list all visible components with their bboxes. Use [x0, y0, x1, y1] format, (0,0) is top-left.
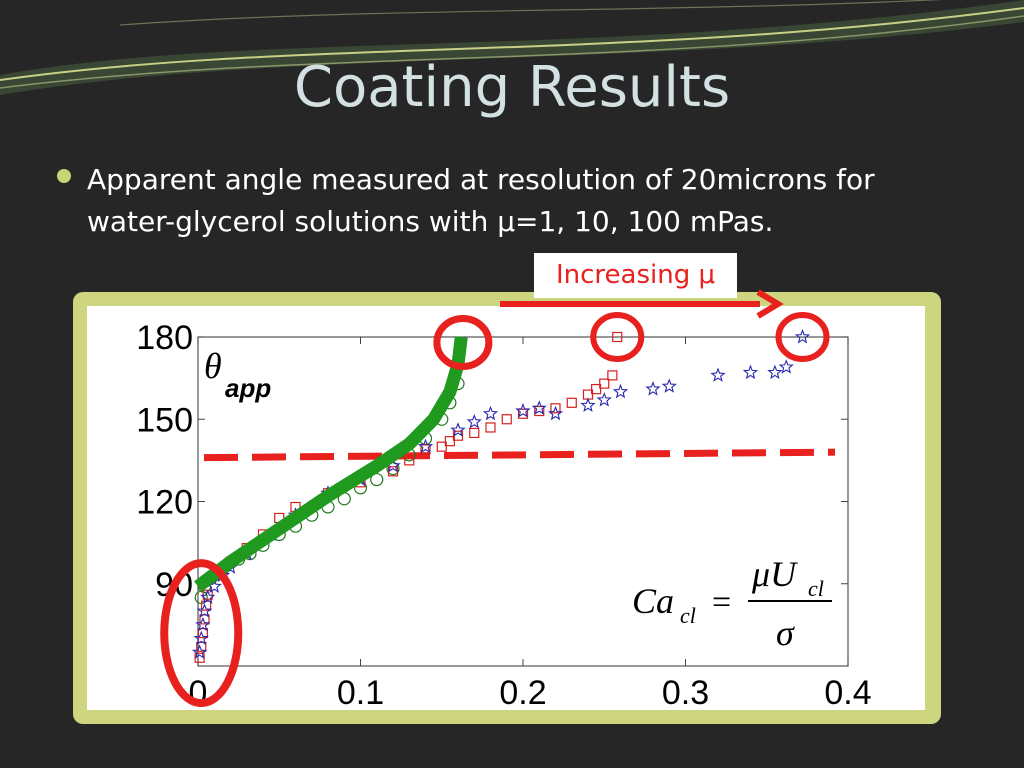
data-point-star	[612, 383, 629, 399]
data-point-square	[534, 405, 545, 417]
capillary-number-formula: Ca cl = μU cl σ	[632, 554, 832, 653]
data-point-square	[591, 383, 602, 395]
data-point-square	[485, 422, 496, 433]
y-axis-label: θ app	[204, 346, 271, 403]
data-point-square	[420, 444, 431, 455]
highlight-circle-4	[160, 559, 243, 708]
data-point-star	[482, 405, 499, 421]
data-point-square	[599, 378, 610, 389]
x-tick-label: 0.4	[824, 674, 871, 712]
plot-area-border	[197, 336, 849, 667]
data-point-star	[710, 367, 726, 382]
y-axis-label-symbol: θ	[204, 346, 222, 386]
data-point-star	[767, 364, 783, 380]
data-point-square	[194, 652, 205, 663]
data-point-square	[199, 614, 210, 625]
formula-denominator: σ	[776, 613, 795, 653]
data-point-square	[501, 414, 512, 425]
data-point-star	[531, 400, 547, 415]
increasing-mu-arrow-head	[756, 289, 784, 319]
plot-background	[87, 306, 925, 710]
data-point-square	[469, 427, 480, 439]
y-tick-label: 180	[136, 319, 193, 357]
data-point-star	[596, 392, 612, 407]
data-point-square	[452, 430, 464, 441]
x-tick-label: 0.1	[337, 674, 384, 712]
data-point-star	[200, 589, 216, 604]
data-point-star	[515, 402, 531, 418]
formula-lhs-sub: cl	[680, 603, 696, 628]
data-point-square	[550, 403, 561, 414]
data-point-square	[196, 641, 207, 652]
data-point-star	[547, 405, 564, 421]
fit-curve	[194, 336, 468, 592]
data-point-star	[466, 413, 482, 429]
data-point-square	[607, 370, 618, 381]
formula-numerator: μU	[751, 554, 798, 594]
data-point-square	[404, 455, 415, 466]
x-tick-label: 0.2	[499, 674, 546, 712]
formula-equals: =	[712, 584, 731, 621]
x-tick-label: 0.3	[662, 674, 709, 712]
data-point-star	[191, 644, 208, 659]
data-point-square	[387, 466, 399, 477]
data-point-star	[196, 603, 213, 618]
data-point-star	[645, 381, 661, 396]
data-point-star	[450, 422, 466, 437]
data-point-square	[517, 408, 529, 419]
data-point-star	[195, 616, 211, 632]
data-point-square	[566, 397, 577, 408]
data-point-star	[417, 438, 434, 454]
data-point-star	[742, 364, 759, 380]
formula-numerator-sub: cl	[808, 576, 824, 601]
bullet-text: Apparent angle measured at resolution of…	[87, 163, 875, 238]
threshold-dashed-line	[203, 448, 836, 462]
data-point-square	[436, 441, 447, 452]
highlight-circle-3	[775, 312, 830, 362]
data-point-star	[794, 328, 811, 344]
y-axis-label-subscript: app	[225, 373, 271, 403]
data-point-star	[778, 359, 794, 374]
data-point-square	[444, 436, 455, 447]
slide-title: Coating Results	[293, 55, 731, 120]
y-tick-label: 120	[136, 484, 193, 522]
data-point-square	[197, 627, 208, 639]
bullet-dot	[57, 169, 71, 183]
increasing-mu-label: Increasing μ	[534, 253, 737, 298]
y-tick-label: 150	[136, 401, 193, 439]
data-point-star	[661, 378, 677, 393]
data-point-square	[612, 331, 623, 343]
data-point-star	[193, 630, 209, 646]
data-point-star	[580, 397, 596, 413]
highlight-circle-1	[433, 314, 493, 370]
highlight-circle-2	[590, 312, 645, 362]
decorative-swoosh	[0, 0, 1024, 95]
formula-lhs: Ca	[632, 581, 674, 621]
